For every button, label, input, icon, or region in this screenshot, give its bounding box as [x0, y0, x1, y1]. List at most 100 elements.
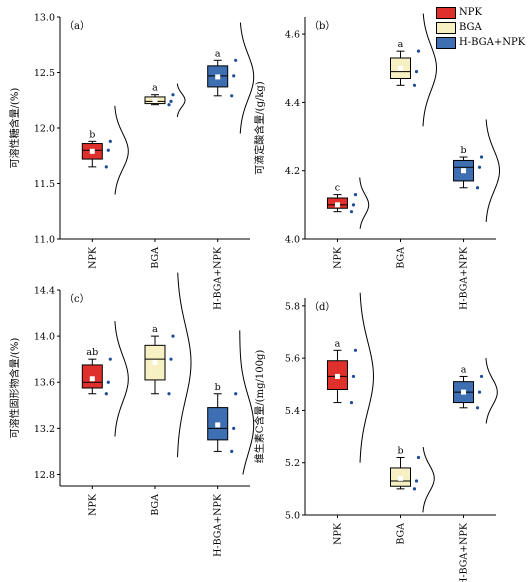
- density-curve: [114, 321, 129, 437]
- density-curve: [177, 272, 192, 458]
- x-tick-label: H-BGA+NPK: [459, 246, 470, 310]
- chart-panel: 11.0 11.5 12.0 12.5 13.0 可溶性糖含量/(%) （a） NPK b BGA…: [8, 13, 255, 310]
- data-point: [169, 357, 173, 361]
- density-curve: [422, 446, 435, 513]
- data-point: [475, 406, 480, 410]
- y-tick-label: 5.8: [285, 301, 300, 312]
- significance-letter: a: [398, 39, 404, 50]
- data-point: [477, 165, 482, 169]
- data-point: [479, 155, 484, 159]
- significance-letter: a: [461, 364, 467, 375]
- data-point: [232, 74, 236, 78]
- legend-item-hbga: H-BGA+NPK: [436, 35, 528, 50]
- data-point: [232, 426, 236, 430]
- data-point: [349, 400, 354, 405]
- data-point: [477, 390, 482, 394]
- y-axis-label: 可溶性糖含量/(%): [8, 88, 21, 169]
- chart-panel: 4.0 4.2 4.4 4.6 可滴定酸含量/(g/kg) （b） NPK c BGA a H-BG…: [253, 13, 501, 310]
- data-point: [416, 49, 421, 53]
- significance-letter: ab: [86, 347, 98, 358]
- y-tick-label: 5.4: [285, 406, 300, 417]
- y-tick-label: 13.0: [34, 13, 55, 24]
- mean-marker: [334, 202, 340, 208]
- data-point: [171, 93, 175, 97]
- x-tick-label: NPK: [332, 522, 343, 545]
- data-point: [169, 99, 173, 103]
- x-tick-label: H-BGA+NPK: [213, 493, 224, 557]
- x-tick-label: BGA: [150, 247, 161, 269]
- legend-label-bga: BGA: [459, 22, 482, 33]
- panel-label: （b）: [309, 20, 335, 32]
- mean-marker: [461, 168, 467, 174]
- panel-label: （d）: [309, 301, 335, 313]
- significance-letter: b: [89, 129, 95, 140]
- data-point: [234, 58, 238, 62]
- mean-marker: [215, 422, 221, 428]
- data-point: [414, 70, 419, 74]
- data-point: [412, 83, 417, 87]
- significance-letter: a: [152, 83, 158, 94]
- significance-letter: a: [335, 338, 341, 349]
- data-point: [104, 165, 108, 169]
- x-tick-label: H-BGA+NPK: [213, 246, 224, 310]
- data-point: [171, 334, 175, 338]
- y-axis-label: 维生素C含量/(mg/100g): [253, 350, 266, 464]
- data-point: [416, 455, 421, 460]
- y-tick-label: 4.0: [285, 235, 300, 246]
- y-axis-label: 可溶性固形物含量/(%): [8, 338, 21, 439]
- y-tick-label: 11.0: [34, 235, 55, 246]
- y-tick-label: 11.5: [34, 179, 55, 190]
- x-tick-label: NPK: [87, 493, 98, 516]
- y-tick-label: 13.2: [34, 424, 55, 435]
- density-curve: [485, 358, 498, 424]
- mean-marker: [398, 475, 403, 481]
- data-point: [353, 193, 358, 197]
- density-curve: [176, 83, 186, 117]
- y-tick-label: 14.4: [34, 286, 55, 297]
- y-tick-label: 12.0: [34, 124, 55, 135]
- mean-marker: [89, 148, 95, 154]
- mean-marker: [398, 65, 403, 71]
- chart-panel: 12.813.213.614.014.4可溶性固形物含量/(%)（c）NPKab…: [8, 272, 255, 557]
- x-tick-label: BGA: [396, 523, 407, 545]
- y-tick-label: 5.0: [285, 511, 300, 522]
- y-tick-label: 12.5: [34, 68, 55, 79]
- x-tick-label: BGA: [150, 494, 161, 516]
- y-tick-label: 4.4: [285, 98, 300, 109]
- y-tick-label: 5.6: [285, 354, 300, 365]
- data-point: [167, 103, 171, 107]
- significance-letter: a: [152, 324, 158, 335]
- mean-marker: [152, 97, 158, 103]
- data-point: [351, 203, 356, 207]
- significance-letter: b: [215, 382, 221, 393]
- data-point: [412, 487, 417, 491]
- data-point: [230, 94, 234, 98]
- y-tick-label: 12.8: [34, 470, 55, 481]
- mean-marker: [461, 389, 467, 395]
- density-curve: [359, 177, 370, 229]
- legend-swatch-hbga: [436, 36, 456, 49]
- legend-item-npk: NPK: [436, 5, 528, 20]
- density-curve: [239, 22, 255, 134]
- legend-label-npk: NPK: [459, 7, 482, 18]
- mean-marker: [334, 373, 340, 379]
- x-tick-label: NPK: [332, 246, 343, 269]
- data-point: [479, 374, 484, 379]
- data-point: [167, 392, 171, 396]
- x-tick-label: NPK: [87, 246, 98, 269]
- x-tick-label: BGA: [396, 247, 407, 269]
- legend-swatch-npk: [436, 6, 456, 19]
- panel-label: （a）: [64, 20, 90, 32]
- data-point: [106, 148, 110, 152]
- data-point: [349, 210, 354, 214]
- data-point: [234, 392, 238, 396]
- density-curve: [359, 292, 374, 463]
- y-tick-label: 14.0: [34, 332, 55, 343]
- legend-label-hbga: H-BGA+NPK: [459, 37, 526, 48]
- y-tick-label: 4.2: [285, 166, 300, 177]
- mean-marker: [89, 376, 95, 382]
- density-curve: [114, 105, 129, 195]
- density-curve: [422, 13, 437, 127]
- data-point: [414, 479, 419, 483]
